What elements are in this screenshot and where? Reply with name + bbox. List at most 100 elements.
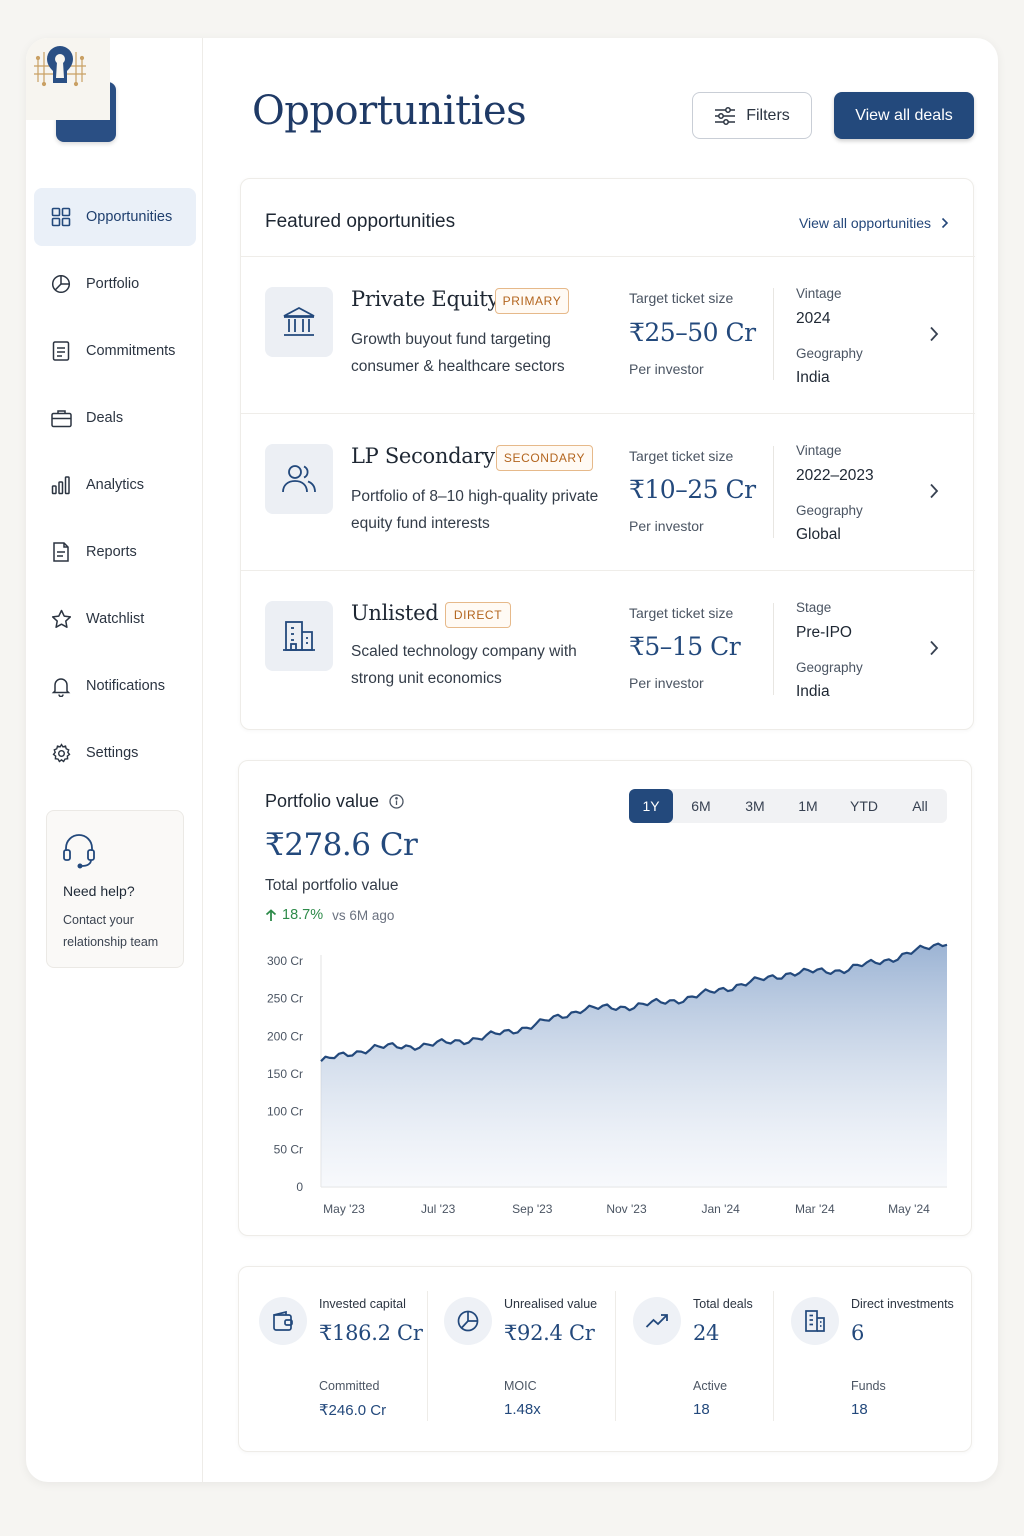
sidebar-item-label: Reports bbox=[86, 544, 137, 560]
sidebar-item-analytics[interactable]: Analytics bbox=[34, 456, 196, 514]
view-all-opportunities-link[interactable]: View all opportunities bbox=[799, 215, 949, 231]
sidebar-item-notifications[interactable]: Notifications bbox=[34, 657, 196, 715]
chevron-right-icon[interactable] bbox=[929, 326, 939, 342]
stat-sub-label: Active bbox=[693, 1379, 728, 1393]
portfolio-change: 18.7% vs 6M ago bbox=[265, 907, 394, 923]
opportunity-description: Growth buyout fund targeting consumer & … bbox=[351, 331, 565, 375]
change-percent: 18.7% bbox=[282, 907, 324, 923]
row-divider bbox=[773, 446, 774, 538]
x-tick-label: Nov '23 bbox=[606, 1202, 647, 1216]
meta-label: Vintage bbox=[796, 286, 842, 301]
ticket-size-value: ₹5–15 Cr bbox=[629, 632, 741, 661]
page-title: Opportunities bbox=[252, 88, 527, 134]
chevron-right-icon[interactable] bbox=[929, 483, 939, 499]
y-tick-label: 250 Cr bbox=[267, 992, 303, 1006]
sidebar-item-label: Opportunities bbox=[86, 209, 173, 225]
sidebar-item-watchlist[interactable]: Watchlist bbox=[34, 590, 196, 648]
opportunity-type-badge: SECONDARY bbox=[496, 445, 593, 471]
x-tick-label: Jul '23 bbox=[421, 1202, 456, 1216]
range-6m[interactable]: 6M bbox=[691, 798, 711, 814]
meta-label: Geography bbox=[796, 503, 863, 518]
stat-divider bbox=[615, 1291, 616, 1421]
stat-total-deals: Total deals 24 Active 18 bbox=[613, 1267, 773, 1453]
filters-label: Filters bbox=[746, 106, 790, 124]
sidebar-item-label: Commitments bbox=[86, 343, 176, 359]
stat-sub-value: 18 bbox=[851, 1401, 868, 1418]
series-area bbox=[321, 943, 947, 1187]
opportunity-row-private-equity[interactable]: Private Equity PRIMARY Growth buyout fun… bbox=[241, 256, 975, 413]
brand-logo bbox=[26, 38, 110, 120]
sidebar-item-commitments[interactable]: Commitments bbox=[34, 322, 196, 380]
stat-sub-value: 1.48x bbox=[504, 1401, 541, 1418]
meta-value: India bbox=[796, 683, 830, 700]
star-icon bbox=[50, 608, 72, 630]
opportunity-row-unlisted[interactable]: Unlisted DIRECT Scaled technology compan… bbox=[241, 570, 975, 727]
keyhole-logo-icon bbox=[34, 46, 86, 87]
sidebar-item-deals[interactable]: Deals bbox=[34, 389, 196, 447]
chevron-right-icon[interactable] bbox=[929, 640, 939, 656]
portfolio-stats-card: Invested capital ₹186.2 Cr Committed ₹24… bbox=[238, 1266, 972, 1452]
view-all-deals-button[interactable]: View all deals bbox=[834, 92, 974, 139]
range-ytd[interactable]: YTD bbox=[850, 798, 878, 814]
chevron-right-icon bbox=[941, 217, 949, 229]
y-tick-label: 0 bbox=[296, 1180, 303, 1194]
document-icon bbox=[50, 340, 72, 362]
meta-value: Global bbox=[796, 526, 841, 543]
headset-icon bbox=[63, 834, 95, 869]
opportunity-icon-box bbox=[265, 444, 333, 514]
portfolio-area-chart: 300 Cr 250 Cr 200 Cr 150 Cr 100 Cr 50 Cr 0 May … bbox=[267, 941, 948, 1216]
change-comparison: vs 6M ago bbox=[332, 907, 395, 923]
stat-sub-label: Funds bbox=[851, 1379, 886, 1393]
range-1y[interactable]: 1Y bbox=[629, 789, 673, 823]
sidebar-item-opportunities[interactable]: Opportunities bbox=[34, 188, 196, 246]
opportunity-type-badge: DIRECT bbox=[445, 602, 511, 628]
ticket-size-label: Target ticket size bbox=[629, 290, 734, 306]
stat-value: ₹92.4 Cr bbox=[504, 1321, 595, 1345]
sidebar: Opportunities Portfolio Commitments Deal… bbox=[26, 38, 203, 1482]
stat-divider bbox=[427, 1291, 428, 1421]
bank-icon bbox=[283, 306, 315, 336]
per-investor-label: Per investor bbox=[629, 675, 704, 691]
opportunity-name: LP Secondary bbox=[351, 444, 495, 468]
opportunity-name: Unlisted bbox=[351, 601, 439, 625]
sidebar-item-reports[interactable]: Reports bbox=[34, 523, 196, 581]
stat-sub-value: ₹246.0 Cr bbox=[319, 1402, 387, 1419]
info-icon[interactable] bbox=[389, 794, 404, 809]
stat-value: 6 bbox=[851, 1321, 865, 1345]
opportunity-row-lp-secondary[interactable]: LP Secondary SECONDARY Portfolio of 8–10… bbox=[241, 413, 975, 570]
gear-icon bbox=[50, 742, 72, 764]
sidebar-item-label: Deals bbox=[86, 410, 124, 426]
meta-value: Pre-IPO bbox=[796, 624, 852, 641]
x-tick-label: May '23 bbox=[323, 1202, 365, 1216]
opportunity-icon-box bbox=[265, 601, 333, 671]
stat-value: ₹186.2 Cr bbox=[319, 1321, 423, 1345]
filters-button[interactable]: Filters bbox=[692, 92, 812, 139]
view-all-opportunities-label: View all opportunities bbox=[798, 215, 931, 231]
range-all[interactable]: All bbox=[912, 798, 928, 814]
sidebar-item-settings[interactable]: Settings bbox=[34, 724, 196, 782]
sidebar-item-label: Watchlist bbox=[86, 611, 145, 627]
time-range-selector: 1Y 6M 3M 1M YTD All bbox=[629, 789, 947, 823]
pie-chart-icon bbox=[444, 1297, 492, 1345]
range-1m[interactable]: 1M bbox=[798, 798, 818, 814]
stat-sub-value: 18 bbox=[693, 1401, 710, 1418]
ticket-size-value: ₹25–50 Cr bbox=[629, 318, 756, 347]
meta-value: 2022–2023 bbox=[796, 467, 874, 484]
sidebar-item-portfolio[interactable]: Portfolio bbox=[34, 255, 196, 313]
range-3m[interactable]: 3M bbox=[745, 798, 765, 814]
x-tick-label: May '24 bbox=[888, 1202, 930, 1216]
pie-chart-icon bbox=[50, 273, 72, 295]
report-icon bbox=[50, 541, 72, 563]
y-tick-label: 200 Cr bbox=[267, 1029, 303, 1043]
stat-sub-label: Committed bbox=[319, 1379, 380, 1393]
stat-label: Total deals bbox=[693, 1297, 753, 1311]
stat-sub-label: MOIC bbox=[504, 1379, 537, 1393]
portfolio-subtitle: Total portfolio value bbox=[265, 877, 399, 894]
y-tick-label: 50 Cr bbox=[274, 1142, 303, 1156]
per-investor-label: Per investor bbox=[629, 518, 704, 534]
help-card[interactable]: Need help? Contact your relationship tea… bbox=[46, 810, 184, 968]
stat-value: 24 bbox=[693, 1321, 720, 1345]
x-tick-label: Sep '23 bbox=[512, 1202, 553, 1216]
stat-unrealised-value: Unrealised value ₹92.4 Cr MOIC 1.48x bbox=[424, 1267, 614, 1453]
per-investor-label: Per investor bbox=[629, 361, 704, 377]
